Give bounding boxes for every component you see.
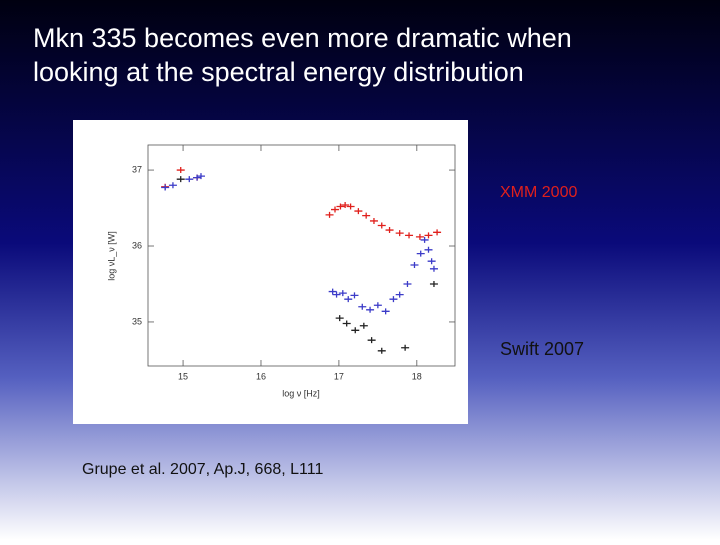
y-tick-label: 37 <box>132 164 142 174</box>
data-point <box>420 236 429 243</box>
x-tick-label: 16 <box>256 371 266 381</box>
data-point <box>369 217 378 224</box>
data-point <box>381 308 390 315</box>
caption: Grupe et al. 2007, Ap.J, 668, L111 <box>82 461 323 478</box>
data-point <box>344 296 353 303</box>
data-point <box>351 327 360 334</box>
data-point <box>196 173 205 180</box>
data-point <box>161 184 170 191</box>
data-point <box>377 347 386 354</box>
data-point <box>328 288 337 295</box>
data-point <box>401 344 410 351</box>
data-point <box>373 302 382 309</box>
data-point <box>341 201 350 208</box>
data-point <box>389 296 398 303</box>
data-point <box>336 203 345 210</box>
data-point <box>342 320 351 327</box>
data-point <box>395 291 404 298</box>
data-point <box>433 229 442 236</box>
series-label: XMM 2000 <box>500 184 577 201</box>
data-point <box>410 261 419 268</box>
data-point <box>331 206 340 213</box>
data-point <box>403 280 412 287</box>
data-point <box>359 322 368 329</box>
title-line: looking at the spectral energy distribut… <box>33 57 524 87</box>
y-tick-label: 36 <box>132 240 142 250</box>
data-point <box>325 211 334 218</box>
data-point <box>335 315 344 322</box>
data-point <box>405 232 414 239</box>
data-point <box>385 227 394 234</box>
data-point <box>176 176 185 183</box>
data-point <box>416 250 425 257</box>
data-point <box>185 176 194 183</box>
data-point <box>367 337 376 344</box>
data-point <box>395 230 404 237</box>
x-tick-label: 15 <box>178 371 188 381</box>
x-tick-label: 17 <box>334 371 344 381</box>
data-point <box>358 303 367 310</box>
chart-panel <box>73 120 468 424</box>
data-point <box>377 222 386 229</box>
data-point <box>176 167 185 174</box>
series-label: Swift 2007 <box>500 339 584 359</box>
data-point <box>332 291 341 298</box>
data-point <box>346 203 355 210</box>
data-point <box>415 233 424 240</box>
data-point <box>427 258 436 265</box>
title-line: Mkn 335 becomes even more dramatic when <box>33 23 572 53</box>
data-point <box>424 246 433 253</box>
data-point <box>338 290 347 297</box>
plot-frame <box>147 144 456 367</box>
x-tick-label: 18 <box>412 371 422 381</box>
data-point <box>350 292 359 299</box>
data-point <box>424 232 433 239</box>
data-point <box>168 182 177 189</box>
x-axis-label: log ν [Hz] <box>282 388 320 398</box>
y-axis-label: log νL_ν [W] <box>106 231 116 281</box>
data-point <box>366 306 375 313</box>
y-tick-label: 35 <box>132 316 142 326</box>
data-point <box>429 280 438 287</box>
data-point <box>429 265 438 272</box>
data-point <box>354 208 363 215</box>
data-point <box>362 212 371 219</box>
